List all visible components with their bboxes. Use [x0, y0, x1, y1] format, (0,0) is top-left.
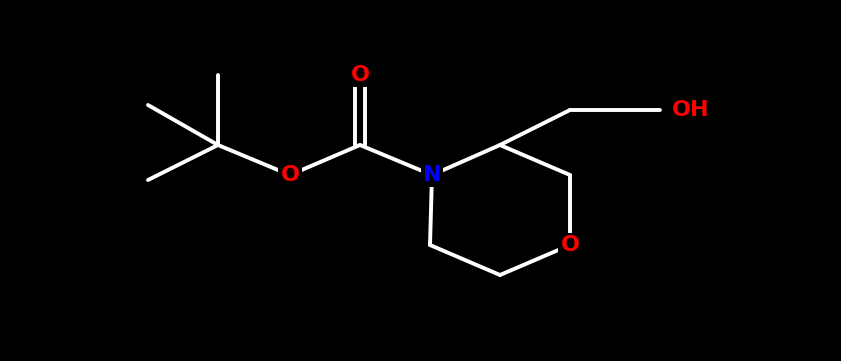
Text: O: O [351, 65, 369, 85]
Text: O: O [281, 165, 299, 185]
Text: OH: OH [672, 100, 710, 120]
Text: N: N [423, 165, 442, 185]
Text: O: O [560, 235, 579, 255]
